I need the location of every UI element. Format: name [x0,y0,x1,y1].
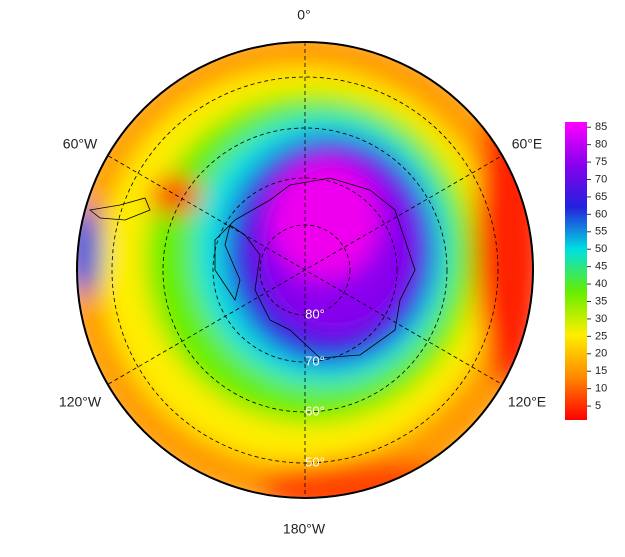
colorbar-tick-label: 80 [595,139,607,151]
colorbar-tick-label: 20 [595,348,607,360]
colorbar-tick-label: 75 [595,156,607,168]
colorbar-tick-label: 15 [595,365,607,377]
latitude-label: 70° [305,353,325,368]
longitude-label: 60°W [63,136,98,152]
longitude-label: 180°W [283,521,326,537]
colorbar-tick-label: 5 [595,400,601,412]
latitude-label: 60° [305,403,325,418]
colorbar-tick-label: 45 [595,261,607,273]
latitude-label: 80° [305,306,325,321]
colorbar-tick-label: 50 [595,243,607,255]
longitude-label: 0° [297,7,310,23]
map-boundary [76,41,534,499]
colorbar-tick-label: 55 [595,226,607,238]
colorbar-tick-label: 65 [595,191,607,203]
colorbar-tick-label: 60 [595,208,607,220]
coastline [89,197,151,221]
colorbar-tick-label: 30 [595,313,607,325]
longitude-label: 120°W [59,394,102,410]
colorbar-tick-label: 85 [595,121,607,133]
longitude-label: 60°E [512,136,543,152]
graticule [108,42,502,498]
coastline [214,177,416,359]
colorbar-tick-label: 70 [595,173,607,185]
colorbar [565,122,587,420]
colorbar-tick-label: 10 [595,383,607,395]
colorbar-tick-label: 40 [595,278,607,290]
latitude-label: 50° [305,454,325,469]
colorbar-tick-label: 35 [595,295,607,307]
longitude-label: 120°E [508,394,546,410]
colorbar-tick-label: 25 [595,330,607,342]
